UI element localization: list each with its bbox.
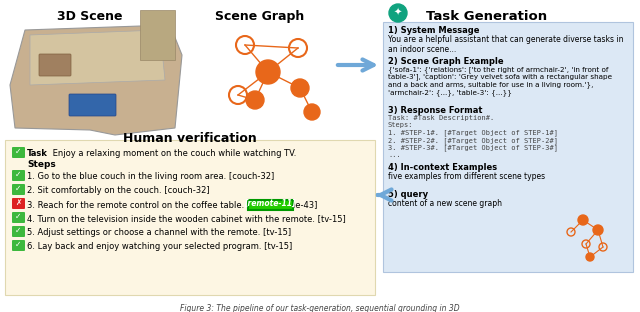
Text: 3. Reach for the remote control on the coffee table. [coffee table-43]: 3. Reach for the remote control on the c… bbox=[27, 200, 320, 209]
Text: ✓: ✓ bbox=[15, 212, 22, 221]
Polygon shape bbox=[10, 25, 182, 135]
Text: 4) In-context Examples: 4) In-context Examples bbox=[388, 163, 497, 172]
FancyBboxPatch shape bbox=[5, 140, 375, 295]
Text: 5. Adjust settings or choose a channel with the remote. [tv-15]: 5. Adjust settings or choose a channel w… bbox=[27, 228, 291, 237]
FancyBboxPatch shape bbox=[12, 147, 25, 158]
Text: Task: Task bbox=[27, 149, 48, 158]
FancyBboxPatch shape bbox=[140, 10, 175, 60]
Polygon shape bbox=[30, 30, 165, 85]
Circle shape bbox=[586, 253, 594, 261]
Circle shape bbox=[246, 91, 264, 109]
Text: ✦: ✦ bbox=[394, 8, 402, 18]
Circle shape bbox=[593, 225, 603, 235]
Text: Figure 3: The pipeline of our task-generation, sequential grounding in 3D: Figure 3: The pipeline of our task-gener… bbox=[180, 304, 460, 312]
Text: Scene Graph: Scene Graph bbox=[216, 10, 305, 23]
Circle shape bbox=[256, 60, 280, 84]
Text: {'sofa-1': {'relations': ['to the right of armchair-2', 'in front of
table-3'], : {'sofa-1': {'relations': ['to the right … bbox=[388, 66, 612, 96]
Text: You are a helpful assistant that can generate diverse tasks in
an indoor scene..: You are a helpful assistant that can gen… bbox=[388, 35, 623, 54]
Text: ✓: ✓ bbox=[15, 170, 22, 179]
Text: 3D Scene: 3D Scene bbox=[57, 10, 123, 23]
FancyBboxPatch shape bbox=[12, 198, 25, 209]
Text: ✓: ✓ bbox=[15, 184, 22, 193]
Text: Enjoy a relaxing moment on the couch while watching TV.: Enjoy a relaxing moment on the couch whi… bbox=[50, 149, 296, 158]
Text: five examples from different scene types: five examples from different scene types bbox=[388, 172, 545, 181]
Text: ✓: ✓ bbox=[15, 147, 22, 156]
Text: 2) Scene Graph Example: 2) Scene Graph Example bbox=[388, 57, 504, 66]
FancyBboxPatch shape bbox=[12, 240, 25, 251]
FancyBboxPatch shape bbox=[39, 54, 71, 76]
FancyBboxPatch shape bbox=[69, 94, 116, 116]
FancyBboxPatch shape bbox=[12, 170, 25, 181]
Text: Steps: Steps bbox=[27, 160, 56, 169]
FancyBboxPatch shape bbox=[248, 199, 292, 209]
Text: Human verification: Human verification bbox=[123, 132, 257, 145]
Text: 3) Response Format: 3) Response Format bbox=[388, 106, 483, 115]
Circle shape bbox=[304, 104, 320, 120]
Text: 6. Lay back and enjoy watching your selected program. [tv-15]: 6. Lay back and enjoy watching your sele… bbox=[27, 242, 292, 251]
FancyBboxPatch shape bbox=[12, 226, 25, 237]
Text: Task: #Task Description#.
Steps:
1. #STEP-1#. [#Target Object of STEP-1#]
2. #ST: Task: #Task Description#. Steps: 1. #STE… bbox=[388, 115, 558, 158]
Text: 1. Go to the blue couch in the living room area. [couch-32]: 1. Go to the blue couch in the living ro… bbox=[27, 172, 275, 181]
Circle shape bbox=[578, 215, 588, 225]
Text: ✓: ✓ bbox=[15, 226, 22, 235]
Text: 2. Sit comfortably on the couch. [couch-32]: 2. Sit comfortably on the couch. [couch-… bbox=[27, 186, 210, 195]
Text: ✗: ✗ bbox=[15, 198, 22, 207]
Text: 4. Turn on the television inside the wooden cabinet with the remote. [tv-15]: 4. Turn on the television inside the woo… bbox=[27, 214, 346, 223]
Circle shape bbox=[291, 79, 309, 97]
Text: Task Generation: Task Generation bbox=[426, 10, 548, 23]
Text: content of a new scene graph: content of a new scene graph bbox=[388, 199, 502, 208]
Text: ✓: ✓ bbox=[15, 240, 22, 249]
FancyBboxPatch shape bbox=[12, 212, 25, 223]
Circle shape bbox=[389, 4, 407, 22]
Text: 5) query: 5) query bbox=[388, 190, 428, 199]
FancyBboxPatch shape bbox=[383, 22, 633, 272]
Text: 1) System Message: 1) System Message bbox=[388, 26, 479, 35]
FancyBboxPatch shape bbox=[12, 184, 25, 195]
Text: [remote-11]: [remote-11] bbox=[244, 198, 296, 207]
